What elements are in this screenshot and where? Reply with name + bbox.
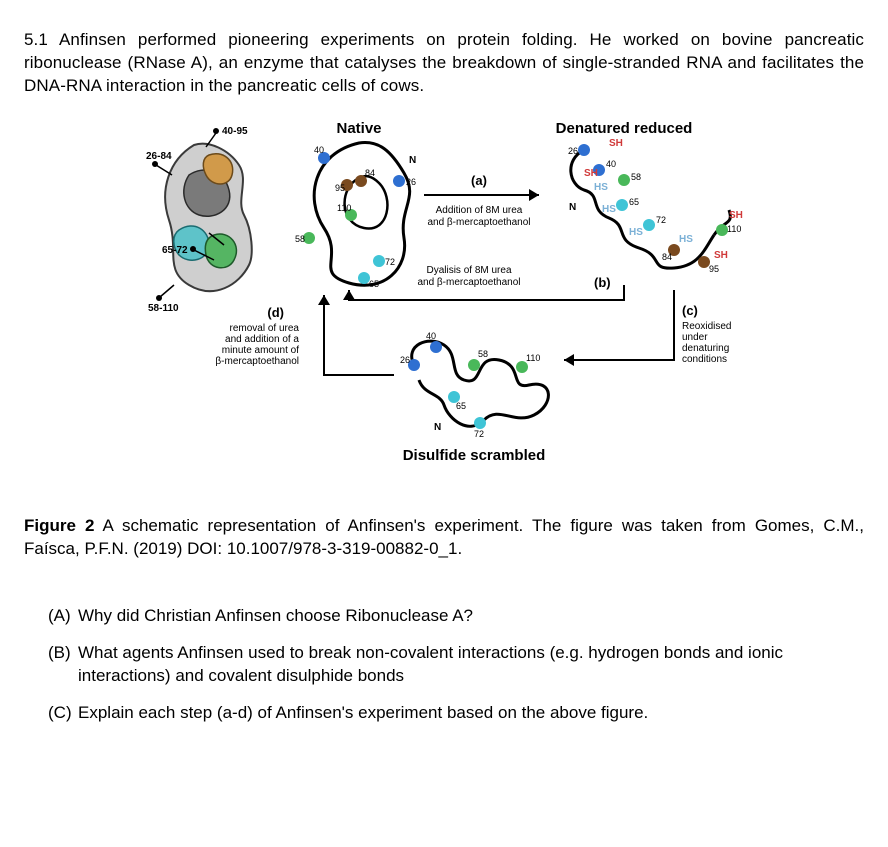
svg-text:58: 58 [631, 172, 641, 182]
svg-text:SH: SH [584, 168, 598, 179]
caption-body: A schematic representation of Anfinsen's… [24, 516, 864, 558]
pair-65-72: 65-72 [162, 245, 188, 256]
question-a-text: Why did Christian Anfinsen choose Ribonu… [78, 605, 864, 628]
figure-container: Native Denatured reduced 40-95 26-84 5 [24, 115, 864, 475]
svg-text:95: 95 [335, 183, 345, 193]
svg-text:65: 65 [369, 279, 379, 289]
native-schematic: 40 26 84 95 110 58 72 65 N [295, 142, 416, 288]
svg-text:72: 72 [656, 215, 666, 225]
svg-text:65: 65 [629, 197, 639, 207]
questions-list: (A) Why did Christian Anfinsen choose Ri… [24, 605, 864, 725]
step-a-text2: and β-mercaptoethanol [427, 217, 530, 228]
svg-text:40: 40 [426, 331, 436, 341]
svg-text:minute amount of: minute amount of [222, 345, 299, 356]
arrow-d: (d) removal of urea and addition of a mi… [215, 295, 394, 375]
svg-text:110: 110 [727, 224, 741, 234]
svg-text:65: 65 [456, 401, 466, 411]
n-terminus-native: N [409, 155, 416, 166]
svg-text:SH: SH [729, 210, 743, 221]
svg-text:72: 72 [385, 257, 395, 267]
step-a-text1: Addition of 8M urea [436, 205, 523, 216]
svg-text:HS: HS [602, 204, 616, 215]
question-c: (C) Explain each step (a-d) of Anfinsen'… [48, 702, 864, 725]
svg-text:84: 84 [365, 168, 375, 178]
svg-text:26: 26 [406, 177, 416, 187]
question-b-text: What agents Anfinsen used to break non-c… [78, 642, 864, 688]
arrow-c: (c) Reoxidised under denaturing conditio… [564, 290, 731, 366]
svg-text:denaturing: denaturing [682, 343, 729, 354]
caption-lead: Figure 2 [24, 516, 94, 535]
svg-text:HS: HS [679, 234, 693, 245]
svg-text:Dyalisis of 8M urea: Dyalisis of 8M urea [426, 265, 511, 276]
title-denatured: Denatured reduced [556, 120, 693, 137]
question-a: (A) Why did Christian Anfinsen choose Ri… [48, 605, 864, 628]
arrow-b: Dyalisis of 8M urea and β-mercaptoethano… [343, 265, 624, 300]
title-native: Native [336, 120, 381, 137]
svg-text:26: 26 [568, 146, 578, 156]
anfinsen-figure: Native Denatured reduced 40-95 26-84 5 [124, 115, 764, 475]
svg-text:72: 72 [474, 429, 484, 439]
svg-text:removal of urea: removal of urea [230, 323, 300, 334]
pair-58-110: 58-110 [148, 303, 179, 314]
question-c-marker: (C) [48, 702, 78, 725]
step-a-marker: (a) [471, 173, 487, 188]
svg-text:(c): (c) [682, 303, 698, 318]
svg-text:conditions: conditions [682, 354, 727, 365]
ribbon-cartoon: 40-95 26-84 58-110 65-72 [146, 126, 252, 314]
question-b: (B) What agents Anfinsen used to break n… [48, 642, 864, 688]
svg-text:HS: HS [629, 227, 643, 238]
svg-text:84: 84 [662, 252, 672, 262]
svg-text:HS: HS [594, 182, 608, 193]
svg-text:58: 58 [295, 234, 305, 244]
svg-text:and β-mercaptoethanol: and β-mercaptoethanol [417, 277, 520, 288]
figure-caption: Figure 2 A schematic representation of A… [24, 515, 864, 561]
pair-40-95: 40-95 [222, 126, 248, 137]
svg-text:40: 40 [314, 145, 324, 155]
scrambled-schematic: 26 40 58 65 72 110 N [400, 331, 548, 439]
svg-text:Reoxidised: Reoxidised [682, 321, 731, 332]
question-b-marker: (B) [48, 642, 78, 688]
denatured-schematic: 26 40 58 65 72 84 95 110 SH SH HS HS HS … [568, 138, 743, 274]
svg-text:and addition of a: and addition of a [225, 334, 299, 345]
svg-text:58: 58 [478, 349, 488, 359]
svg-text:β-mercaptoethanol: β-mercaptoethanol [215, 356, 299, 367]
n-terminus-denatured: N [569, 202, 576, 213]
svg-text:(b): (b) [594, 275, 611, 290]
res-26 [393, 175, 405, 187]
svg-text:40: 40 [606, 159, 616, 169]
title-scrambled: Disulfide scrambled [403, 447, 546, 464]
svg-text:SH: SH [714, 250, 728, 261]
svg-text:(d): (d) [267, 305, 284, 320]
svg-text:26: 26 [400, 355, 410, 365]
question-a-marker: (A) [48, 605, 78, 628]
svg-text:N: N [434, 422, 441, 433]
svg-text:SH: SH [609, 138, 623, 149]
svg-text:110: 110 [526, 353, 540, 363]
res-72 [373, 255, 385, 267]
question-c-text: Explain each step (a-d) of Anfinsen's ex… [78, 702, 864, 725]
svg-text:110: 110 [337, 203, 351, 213]
pair-26-84: 26-84 [146, 151, 172, 162]
intro-paragraph: 5.1 Anfinsen performed pioneering experi… [24, 29, 864, 98]
arrow-a: (a) Addition of 8M urea and β-mercaptoet… [424, 173, 539, 228]
svg-text:under: under [682, 332, 708, 343]
svg-text:95: 95 [709, 264, 719, 274]
